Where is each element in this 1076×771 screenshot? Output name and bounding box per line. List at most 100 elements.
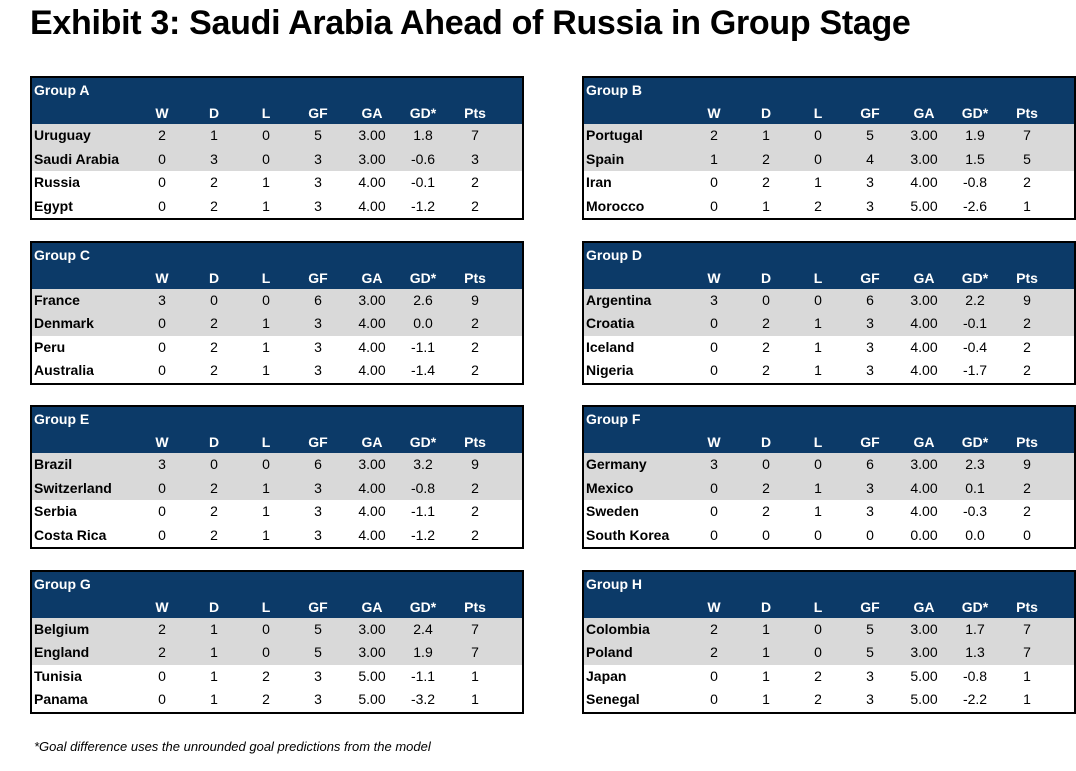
table-header: Group E W D L GF GA GD* Pts: [32, 407, 522, 453]
stat-cell: 2: [471, 526, 479, 543]
table-row: Costa Rica 0 2 1 3 4.00 -1.2 2: [32, 524, 522, 548]
stat-cell: 3: [158, 456, 166, 472]
stat-cell: 3: [866, 174, 874, 190]
stat-cell: 2: [210, 503, 218, 519]
stat-cell: 3: [471, 150, 479, 167]
column-header: GD*: [961, 269, 989, 286]
stat-cell: 2: [471, 503, 479, 519]
group-table: Group B W D L GF GA GD* Pts Portugal 2 1 0 5 3.00 1.9 7…: [582, 76, 1076, 220]
stat-cell: 4.00: [358, 526, 386, 543]
stat-cell: -0.4: [962, 338, 988, 355]
stat-cell: 0: [158, 150, 166, 167]
stat-cell: 7: [1023, 620, 1031, 637]
table-row: Germany 3 0 0 6 3.00 2.3 9: [584, 453, 1074, 477]
column-header: Pts: [1016, 434, 1038, 450]
stat-cell: 2: [1023, 479, 1031, 496]
stat-cell: 4.00: [910, 479, 938, 496]
table-row: Poland 2 1 0 5 3.00 1.3 7: [584, 641, 1074, 665]
stat-cell: 2: [762, 362, 770, 378]
column-header: D: [208, 434, 220, 450]
column-header: Pts: [464, 269, 486, 286]
stat-cell: 0: [262, 150, 270, 167]
stat-cell: 0: [814, 456, 822, 472]
stat-cell: 0: [262, 291, 270, 308]
stat-cell: -0.8: [962, 174, 988, 190]
table-row: South Korea 0 0 0 0 0.00 0.0 0: [584, 524, 1074, 548]
column-header: GD*: [961, 105, 989, 121]
column-header: GF: [308, 105, 328, 121]
team-name: Russia: [34, 174, 80, 190]
table-row: Serbia 0 2 1 3 4.00 -1.1 2: [32, 500, 522, 524]
stat-cell: 4.00: [910, 174, 938, 190]
stat-cell: 2: [210, 362, 218, 378]
team-name: Germany: [586, 456, 647, 472]
stat-cell: 3: [866, 197, 874, 214]
table-header: Group C W D L GF GA GD* Pts: [32, 242, 522, 289]
column-header: D: [760, 598, 772, 615]
stat-cell: 7: [471, 620, 479, 637]
column-header: GA: [913, 598, 935, 615]
stat-cell: 7: [1023, 644, 1031, 660]
table-header: Group F W D L GF GA GD* Pts: [584, 407, 1074, 453]
stat-cell: 4.00: [358, 479, 386, 496]
stat-cell: 2: [814, 197, 822, 214]
stat-cell: 3: [314, 174, 322, 190]
stat-cell: 3.00: [358, 644, 386, 660]
stat-cell: 2: [710, 127, 718, 143]
column-header: W: [707, 269, 721, 286]
stat-cell: 9: [1023, 291, 1031, 308]
stat-cell: 0: [710, 667, 718, 684]
column-header: L: [261, 269, 271, 286]
table-row: Senegal 0 1 2 3 5.00 -2.2 1: [584, 688, 1074, 712]
stat-cell: 2: [762, 150, 770, 167]
column-header: GF: [860, 269, 880, 286]
column-header: Pts: [464, 598, 486, 615]
stat-cell: 0: [762, 291, 770, 308]
column-header: GD*: [961, 434, 989, 450]
stat-cell: 3.00: [358, 620, 386, 637]
column-header: GA: [361, 434, 383, 450]
stat-cell: 1: [210, 620, 218, 637]
stat-cell: 0.0: [965, 526, 985, 543]
team-name: Colombia: [586, 620, 650, 637]
stat-cell: -1.1: [410, 338, 436, 355]
stat-cell: 1: [1023, 667, 1031, 684]
footnote: *Goal difference uses the unrounded goal…: [34, 739, 431, 754]
column-header: GF: [860, 598, 880, 615]
stat-cell: 1: [814, 479, 822, 496]
column-header: L: [261, 434, 271, 450]
column-header: GA: [913, 434, 935, 450]
stat-cell: 1: [814, 362, 822, 378]
stat-cell: 1: [210, 127, 218, 143]
stat-cell: 2: [262, 667, 270, 684]
stat-cell: 1: [471, 667, 479, 684]
table-row: England 2 1 0 5 3.00 1.9 7: [32, 641, 522, 665]
stat-cell: 3.00: [358, 291, 386, 308]
stat-cell: 3: [314, 315, 322, 331]
column-header: Pts: [1016, 269, 1038, 286]
stat-cell: 4.00: [910, 315, 938, 331]
column-header: D: [760, 434, 772, 450]
group-table: Group H W D L GF GA GD* Pts Colombia 2 1 0 5 3.00 1.7 7…: [582, 569, 1076, 714]
stat-cell: 2: [762, 338, 770, 355]
stat-cell: 3: [314, 526, 322, 543]
column-header: L: [813, 434, 823, 450]
team-name: Senegal: [586, 691, 640, 707]
table-row: Brazil 3 0 0 6 3.00 3.2 9: [32, 453, 522, 477]
stat-cell: 9: [1023, 456, 1031, 472]
table-row: Denmark 0 2 1 3 4.00 0.0 2: [32, 312, 522, 336]
table-row: Japan 0 1 2 3 5.00 -0.8 1: [584, 665, 1074, 689]
stat-cell: 5.00: [358, 691, 386, 707]
stat-cell: -2.2: [962, 691, 988, 707]
stat-cell: 5.00: [910, 691, 938, 707]
column-header: D: [760, 269, 772, 286]
table-row: Sweden 0 2 1 3 4.00 -0.3 2: [584, 500, 1074, 524]
stat-cell: 0: [262, 644, 270, 660]
stat-cell: 2: [710, 644, 718, 660]
stat-cell: 0: [210, 291, 218, 308]
stat-cell: 5: [866, 127, 874, 143]
team-name: Belgium: [34, 620, 90, 637]
stat-cell: 2: [471, 338, 479, 355]
stat-cell: 2: [210, 315, 218, 331]
